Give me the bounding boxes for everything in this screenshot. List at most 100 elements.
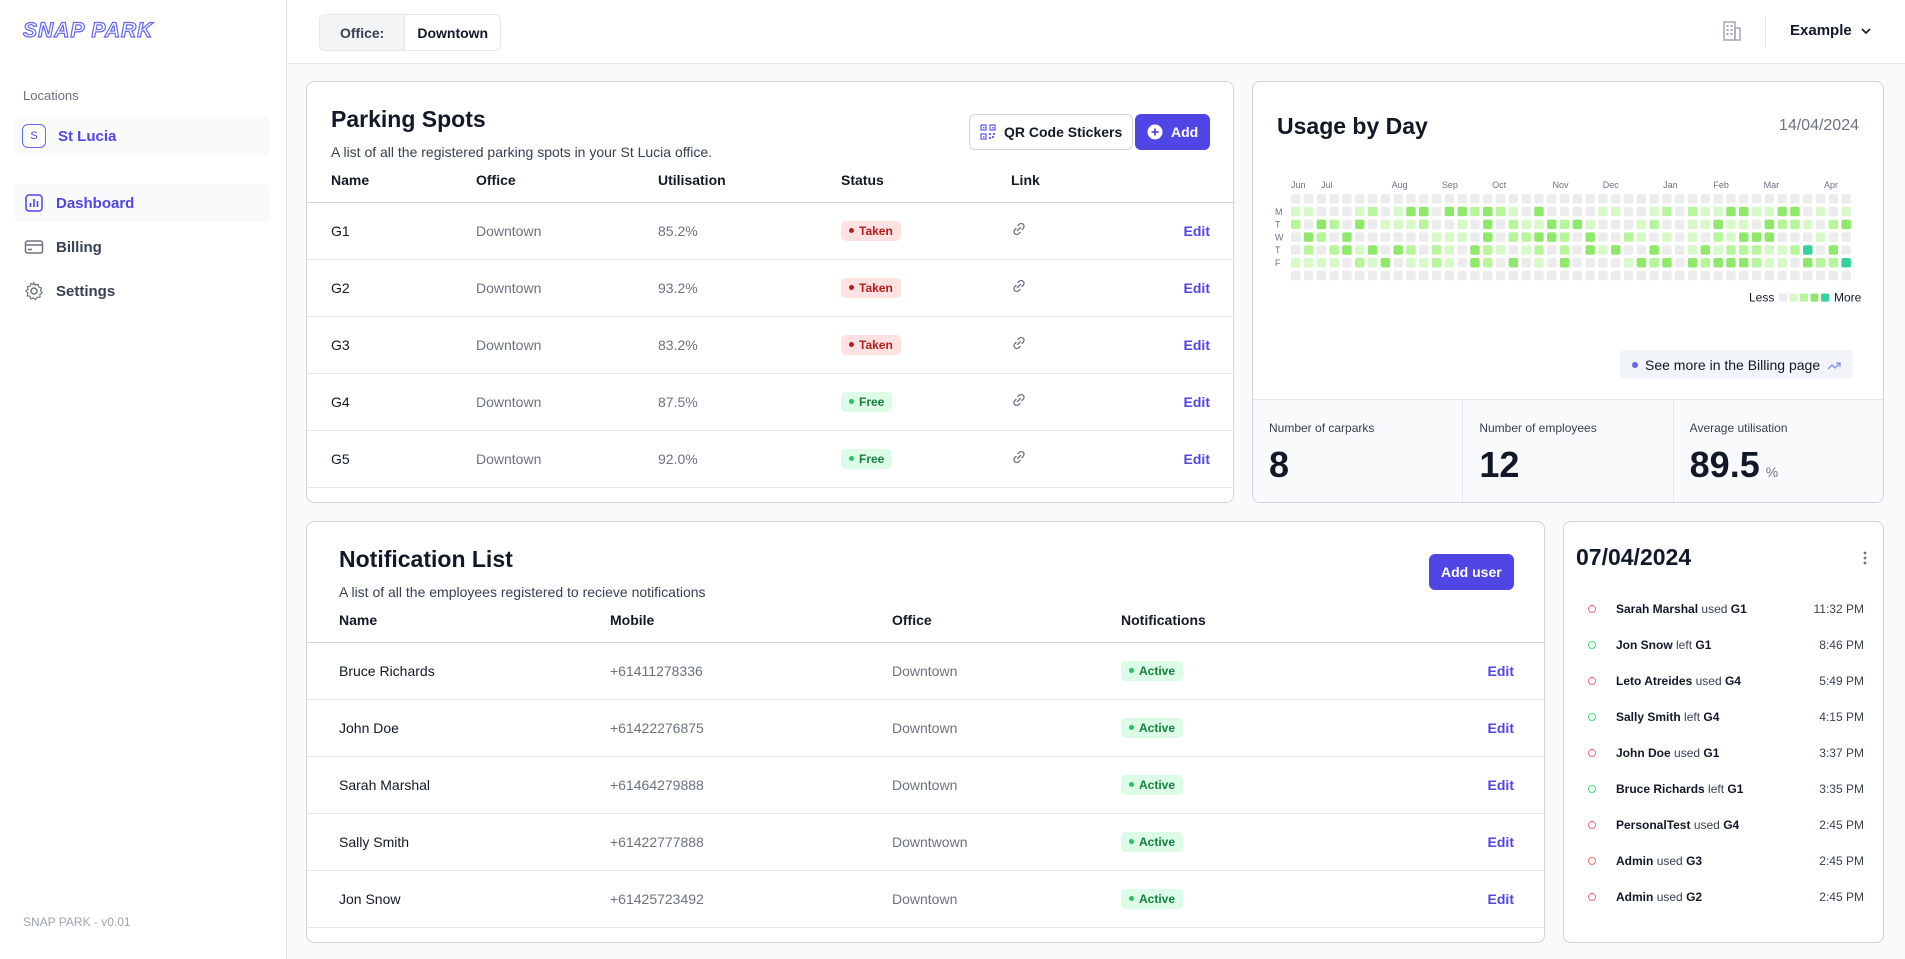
office-selector[interactable]: Office: Downtown [319, 14, 502, 51]
heatmap-cell [1444, 245, 1455, 255]
heatmap-cell [1739, 270, 1749, 281]
billing-page-link[interactable]: See more in the Billing page [1620, 350, 1854, 379]
table-row: G2 Downtown 93.2% Taken Edit [307, 259, 1233, 317]
heatmap-cell [1828, 245, 1839, 255]
activity-dot [1588, 749, 1596, 757]
edit-link[interactable]: Edit [1131, 373, 1233, 431]
activity-item: PersonalTest used G4 2:45 PM [1564, 807, 1883, 843]
activity-spot: G1 [1695, 638, 1712, 652]
activity-time: 2:45 PM [1819, 890, 1864, 904]
edit-link[interactable]: Edit [1321, 870, 1544, 928]
activity-action: used [1674, 746, 1701, 760]
heatmap-cell [1329, 194, 1339, 204]
heatmap-cell [1611, 232, 1621, 242]
heatmap-cell [1790, 270, 1800, 281]
edit-link[interactable]: Edit [1131, 259, 1233, 317]
heatmap-cell [1508, 219, 1519, 230]
stat-carparks: Number of carparks 8 [1253, 400, 1464, 502]
heatmap-cell [1777, 245, 1787, 255]
heatmap-cell [1675, 270, 1685, 281]
heatmap-cell [1393, 206, 1403, 217]
sidebar-item-label: Billing [56, 238, 102, 256]
sidebar-item-billing[interactable]: Billing [14, 228, 270, 266]
employee-mobile: +61422777888 [610, 813, 892, 871]
more-options-icon[interactable] [1863, 550, 1867, 566]
heatmap-cell [1508, 258, 1519, 268]
stat-label: Number of carparks [1269, 421, 1375, 435]
heatmap-cell [1303, 258, 1314, 268]
employee-mobile: +61422276875 [610, 699, 892, 757]
heatmap-cell [1444, 258, 1455, 268]
table-row: G3 Downtown 83.2% Taken Edit [307, 316, 1233, 374]
parking-title: Parking Spots [331, 106, 486, 132]
heatmap-cell [1726, 232, 1736, 242]
usage-date: 14/04/2024 [1778, 117, 1859, 134]
heatmap-cell [1431, 258, 1442, 268]
heatmap-cell [1649, 270, 1659, 281]
heatmap-cell [1598, 258, 1608, 268]
status-dot [1129, 839, 1134, 845]
edit-link[interactable]: Edit [1131, 202, 1233, 260]
link-icon[interactable] [1011, 449, 1027, 465]
activity-dot [1588, 605, 1596, 613]
link-icon[interactable] [1011, 335, 1027, 351]
edit-link[interactable]: Edit [1131, 316, 1233, 374]
heatmap-cell [1367, 206, 1378, 217]
month-label: Oct [1492, 180, 1507, 190]
spot-utilisation: 83.2% [658, 316, 841, 374]
heatmap-cell [1431, 270, 1442, 281]
status-label: Taken [859, 337, 893, 352]
edit-link[interactable]: Edit [1321, 699, 1544, 757]
qr-code-stickers-button[interactable]: QR Code Stickers [969, 114, 1134, 150]
edit-link[interactable]: Edit [1131, 430, 1233, 488]
heatmap-cell [1636, 219, 1647, 230]
user-menu[interactable]: Example [1790, 22, 1872, 39]
activity-feed: Sarah Marshal used G1 11:32 PM Jon Snow le… [1564, 591, 1883, 915]
heatmap-cell [1444, 194, 1455, 204]
billing-link-label: See more in the Billing page [1645, 356, 1821, 373]
activity-item: Admin used G2 2:45 PM [1564, 879, 1883, 915]
heatmap-cell [1611, 270, 1621, 281]
heatmap-cell [1700, 270, 1711, 281]
heatmap-cell [1777, 219, 1787, 230]
building-icon[interactable] [1721, 20, 1743, 42]
heatmap-cell [1841, 258, 1851, 268]
activity-dot [1588, 857, 1596, 865]
heatmap-cell [1572, 270, 1583, 281]
edit-link[interactable]: Edit [1321, 813, 1544, 871]
sidebar-item-settings[interactable]: Settings [14, 272, 270, 310]
link-icon[interactable] [1011, 392, 1027, 408]
heatmap-cell [1598, 245, 1608, 255]
table-row: Sally Smith +61422777888 Downtwown Active Ed… [307, 813, 1544, 871]
day-label: T [1275, 220, 1281, 230]
edit-link[interactable]: Edit [1321, 642, 1544, 700]
heatmap-cell [1559, 270, 1570, 281]
heatmap-cell [1815, 270, 1826, 281]
card-icon [24, 240, 44, 254]
link-icon[interactable] [1011, 278, 1027, 294]
activity-spot: G4 [1724, 674, 1741, 688]
status-label: Active [1139, 834, 1176, 849]
activity-dot [1588, 821, 1596, 829]
employee-name: Bruce Richards [307, 642, 610, 700]
heatmap-cell [1329, 206, 1339, 217]
legend-swatch [1800, 293, 1808, 302]
location-item-st-lucia[interactable]: S St Lucia [14, 117, 270, 155]
usage-stats: Number of carparks 8 Number of employees… [1253, 399, 1883, 502]
legend-swatch [1821, 293, 1829, 302]
edit-link[interactable]: Edit [1321, 756, 1544, 814]
heatmap-cell [1751, 232, 1762, 242]
link-icon[interactable] [1011, 221, 1027, 237]
employee-name: Sarah Marshal [307, 756, 610, 814]
heatmap-cell [1534, 245, 1544, 255]
add-parking-spot-button[interactable]: Add [1135, 114, 1211, 150]
heatmap-cell [1380, 232, 1391, 242]
heatmap-cell [1598, 194, 1608, 204]
heatmap-cell [1508, 194, 1519, 204]
month-label: Nov [1552, 180, 1569, 190]
office-value[interactable]: Downtown [404, 15, 501, 50]
spot-name: G1 [307, 202, 476, 260]
add-user-button[interactable]: Add user [1429, 554, 1514, 590]
heatmap-cell [1303, 245, 1314, 255]
sidebar-item-dashboard[interactable]: Dashboard [14, 184, 270, 222]
